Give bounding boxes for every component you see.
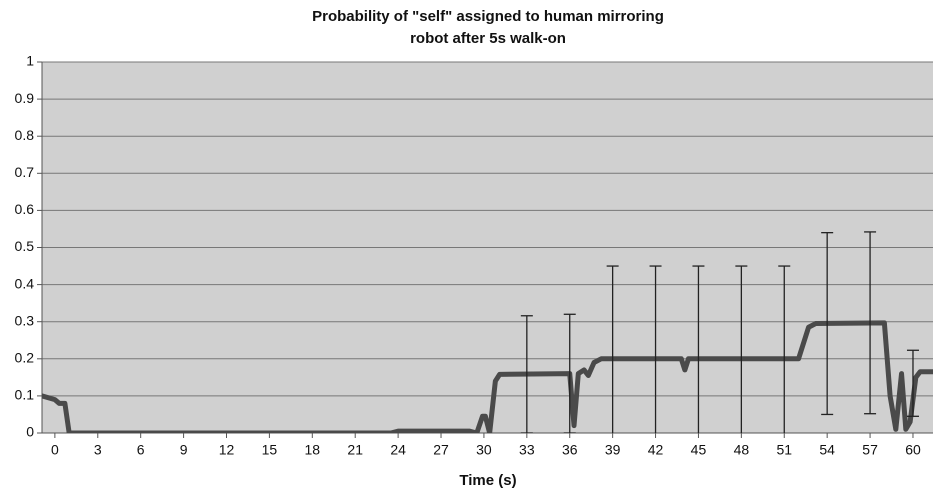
error-bar	[649, 265, 662, 433]
y-tick-label: 0.5	[15, 238, 35, 254]
x-tick-label: 51	[776, 442, 792, 458]
y-tick-label: 0.1	[15, 387, 35, 403]
y-tick-label: 0.8	[15, 127, 35, 143]
error-bar	[906, 349, 919, 417]
error-bar	[563, 313, 576, 433]
x-tick-label: 12	[219, 442, 235, 458]
x-tick-label: 54	[819, 442, 835, 458]
x-tick-label: 45	[691, 442, 707, 458]
x-tick-label: 0	[51, 442, 59, 458]
x-tick-label: 18	[305, 442, 321, 458]
x-tick-label: 9	[180, 442, 188, 458]
x-tick-label: 6	[137, 442, 145, 458]
error-bar	[520, 315, 533, 433]
x-tick-label: 24	[390, 442, 406, 458]
error-bar	[606, 265, 619, 433]
x-tick-label: 15	[262, 442, 278, 458]
y-tick-label: 0.6	[15, 201, 35, 217]
x-tick-label: 3	[94, 442, 102, 458]
x-tick-label: 27	[433, 442, 449, 458]
x-tick-label: 60	[905, 442, 921, 458]
x-tick-label: 39	[605, 442, 621, 458]
x-tick-label: 48	[734, 442, 750, 458]
chart-title: robot after 5s walk-on	[410, 30, 566, 47]
error-bar	[864, 231, 877, 415]
error-bar	[778, 265, 791, 433]
y-tick-label: 0.2	[15, 350, 35, 366]
y-tick-label: 0.9	[15, 90, 35, 106]
x-tick-label: 57	[862, 442, 878, 458]
error-bar	[821, 232, 834, 416]
y-tick-label: 0.4	[15, 275, 35, 291]
x-axis-label: Time (s)	[459, 472, 516, 489]
x-tick-label: 33	[519, 442, 535, 458]
x-tick-label: 36	[562, 442, 578, 458]
error-bar	[692, 265, 705, 433]
y-tick-label: 1	[26, 53, 34, 69]
x-tick-label: 30	[476, 442, 492, 458]
y-tick-label: 0	[26, 424, 34, 440]
series-line	[42, 320, 933, 433]
x-tick-label: 42	[648, 442, 664, 458]
y-tick-label: 0.7	[15, 164, 35, 180]
y-tick-label: 0.3	[15, 312, 35, 328]
chart-title: Probability of "self" assigned to human …	[312, 8, 664, 25]
error-bar	[735, 265, 748, 433]
x-tick-label: 21	[347, 442, 363, 458]
